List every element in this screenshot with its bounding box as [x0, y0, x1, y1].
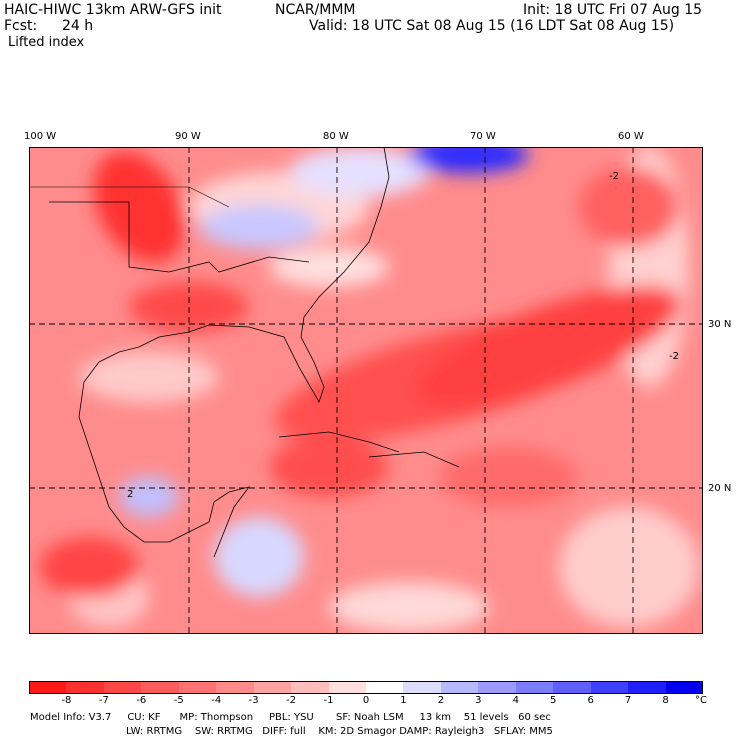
colorbar-segment	[478, 681, 517, 694]
colorbar-tick-label: 2	[437, 695, 445, 706]
colorbar-tick-label: 5	[550, 695, 557, 706]
colorbar-segment	[178, 681, 217, 694]
forecast-label: Fcst:	[4, 18, 38, 34]
colorbar-unit: °C	[695, 695, 707, 706]
colorbar-tick-label: 3	[475, 695, 482, 706]
lon-label-70w: 70 W	[470, 131, 496, 142]
colorbar-segment	[328, 681, 367, 694]
init-time: Init: 18 UTC Fri 07 Aug 15	[523, 2, 703, 18]
org-label: NCAR/MMM	[275, 2, 356, 18]
colorbar-segment	[403, 681, 442, 694]
colorbar-segment	[253, 681, 292, 694]
colorbar-tick-label: 1	[400, 695, 407, 706]
colorbar-tick-label: 0	[362, 695, 370, 706]
lon-label-100w: 100 W	[24, 131, 57, 142]
colorbar-segment	[141, 681, 180, 694]
colorbar-tick-label: -6	[136, 695, 147, 706]
contour-label: -2	[609, 171, 619, 182]
colorbar	[29, 681, 704, 694]
model-info-line-1: Model Info: V3.7 CU: KF MP: Thompson PBL…	[30, 712, 551, 723]
hispaniola-coast	[368, 451, 460, 468]
colorbar-tick-label: -8	[61, 695, 72, 706]
field-name: Lifted index	[8, 35, 85, 50]
lat-lon-grid	[29, 147, 703, 634]
contour-label: -2	[669, 351, 679, 362]
lon-label-90w: 90 W	[175, 131, 201, 142]
colorbar-tick-label: 6	[587, 695, 594, 706]
lon-label-60w: 60 W	[618, 131, 644, 142]
lifted-index-map: -2 -2 2	[29, 147, 703, 634]
colorbar-tick-label: 7	[624, 695, 632, 706]
colorbar-segment	[440, 681, 479, 694]
cuba-coast	[278, 431, 400, 453]
colorbar-segment	[29, 681, 67, 694]
contour-label: 2	[127, 489, 133, 500]
colorbar-segment	[590, 681, 629, 694]
lat-label-20n: 20 N	[708, 483, 732, 494]
colorbar-segment	[66, 681, 105, 694]
colorbar-segment	[216, 681, 255, 694]
lat-label-30n: 30 N	[708, 319, 732, 330]
colorbar-segment	[628, 681, 667, 694]
colorbar-segment	[103, 681, 142, 694]
colorbar-segment	[291, 681, 330, 694]
colorbar-tick-label: 4	[512, 695, 519, 706]
colorbar-segment	[515, 681, 554, 694]
colorbar-segment	[366, 681, 404, 694]
lon-label-80w: 80 W	[323, 131, 349, 142]
colorbar-tick-label: -1	[323, 695, 334, 706]
colorbar-tick-label: -2	[286, 695, 297, 706]
coastline	[78, 147, 390, 558]
colorbar-tick-label: -4	[211, 695, 222, 706]
forecast-hour: 24 h	[62, 18, 94, 34]
model-info-line-2: LW: RRTMG SW: RRTMG DIFF: full KM: 2D Sm…	[126, 726, 553, 737]
colorbar-tick-label: -5	[173, 695, 184, 706]
colorbar-tick-label: -3	[248, 695, 259, 706]
colorbar-tick-label: -7	[98, 695, 109, 706]
valid-time: Valid: 18 UTC Sat 08 Aug 15 (16 LDT Sat …	[309, 18, 675, 34]
colorbar-tick-label: 8	[662, 695, 669, 706]
colorbar-segment	[665, 681, 704, 694]
colorbar-segment	[553, 681, 592, 694]
model-title: HAIC-HIWC 13km ARW-GFS init	[4, 2, 222, 18]
